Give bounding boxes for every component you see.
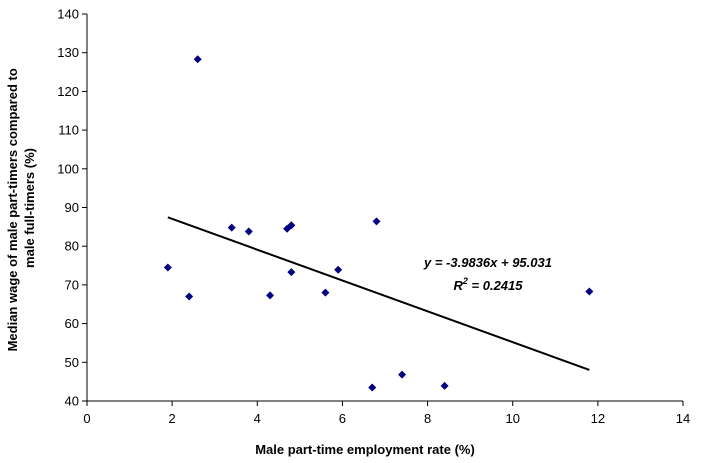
- data-point: [585, 287, 594, 296]
- trendline-group: [167, 216, 590, 371]
- r-squared-exponent: 2: [462, 276, 468, 286]
- y-tick-label: 100: [57, 161, 79, 176]
- x-tick-label: 10: [505, 411, 519, 426]
- data-point: [227, 223, 236, 232]
- y-tick-label: 90: [65, 200, 79, 215]
- data-point: [372, 217, 381, 226]
- plot-area: [86, 14, 683, 402]
- y-tick-label: 60: [65, 316, 79, 331]
- trendline: [167, 216, 590, 371]
- y-tick-label: 130: [57, 45, 79, 60]
- y-axis-title-line-1: Median wage of male part-timers compared…: [5, 68, 20, 351]
- y-tick-label: 70: [65, 277, 79, 292]
- data-point: [193, 55, 202, 64]
- trendline-equation: y = -3.9836x + 95.031: [423, 255, 552, 270]
- x-tick-label: 14: [676, 411, 690, 426]
- y-tick-label: 80: [65, 239, 79, 254]
- x-tick-label: 8: [424, 411, 431, 426]
- r-squared-r: R: [454, 278, 464, 293]
- y-tick-label: 50: [65, 355, 79, 370]
- y-axis-title: Median wage of male part-timers compared…: [5, 65, 37, 352]
- data-point: [398, 370, 407, 379]
- r-squared-value: = 0.2415: [468, 278, 523, 293]
- x-axis-title: Male part-time employment rate (%): [255, 442, 475, 457]
- x-tick-label: 0: [83, 411, 90, 426]
- y-axis-title-line-2: male full-timers (%): [22, 148, 37, 268]
- x-axis-ticks: 0 2 4 6 8 10 12 14: [83, 401, 690, 426]
- y-tick-label: 40: [65, 394, 79, 409]
- data-point: [244, 227, 253, 236]
- data-point: [368, 383, 377, 392]
- y-tick-label: 140: [57, 7, 79, 22]
- data-point: [287, 221, 296, 230]
- x-tick-label: 2: [169, 411, 176, 426]
- data-point: [266, 291, 275, 300]
- x-tick-label: 4: [254, 411, 261, 426]
- x-tick-label: 6: [339, 411, 346, 426]
- data-point: [163, 263, 172, 272]
- data-point: [185, 292, 194, 301]
- data-points: [163, 55, 594, 392]
- data-point: [287, 268, 296, 277]
- trendline-r-squared: R2 = 0.2415: [454, 276, 524, 293]
- y-axis-ticks: 40 50 60 70 80 90 100 110 120 130 140: [57, 7, 87, 409]
- data-point: [321, 288, 330, 297]
- y-tick-label: 110: [58, 123, 79, 138]
- x-tick-label: 12: [591, 411, 605, 426]
- data-point: [440, 381, 449, 390]
- data-point: [334, 265, 343, 274]
- y-tick-label: 120: [57, 84, 79, 99]
